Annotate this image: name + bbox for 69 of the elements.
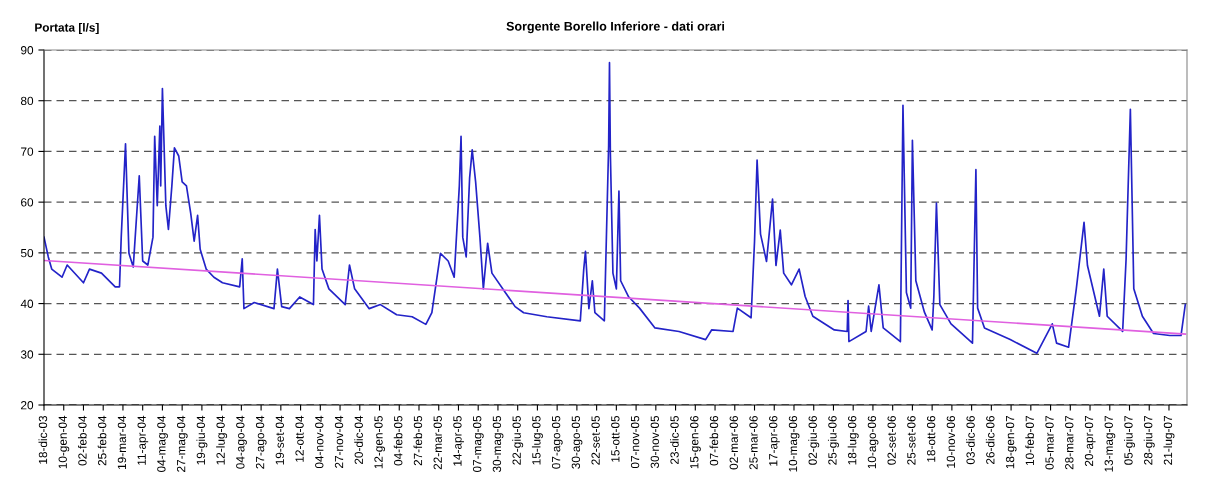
x-tick-label: 12-lug-04 [216,415,228,465]
x-tick-label: 27-nov-04 [334,415,344,468]
line-series [44,61,1187,355]
x-tick-label: 18-ott-06 [926,415,936,462]
x-tick-label: 18-dic-03 [38,415,48,464]
x-tick-label: 20-dic-04 [354,415,363,465]
x-tick-label: 26-dic-06 [985,415,995,465]
y-tick-label: 90 [21,46,34,55]
x-tick-label: 18-lug-06 [847,415,859,465]
x-tick-label: 15-ott-05 [611,415,620,462]
y-tick-label: 60 [21,198,34,207]
x-tick-label: 04-feb-05 [393,415,403,466]
x-tick-label: 04-nov-04 [315,415,324,469]
x-tick-label: 27-ago-04 [255,415,267,469]
chart-title: Sorgente Borello Inferiore - dati orari [506,21,725,34]
y-tick-label: 50 [20,248,34,258]
y-tick-label: 20 [21,401,34,410]
x-tick-label: 28-mar-07 [1065,416,1074,470]
x-tick-label: 30-mag-05 [492,415,504,473]
y-axis-title: Portata [l/s] [35,23,99,35]
x-tick-label: 12-gen-05 [374,415,386,469]
x-tick-label: 10-gen-04 [58,415,70,469]
x-tick-label: 27-feb-05 [413,415,423,466]
x-tick-label: 05-giu-07 [1124,416,1136,465]
x-tick-label: 20-apr-07 [1084,416,1096,467]
x-tick-label: 27-mag-04 [176,415,188,472]
x-tick-label: 02-giu-06 [808,415,820,465]
x-tick-label: 19-giu-04 [196,415,208,465]
x-tick-label: 19-mar-04 [117,415,127,469]
x-tick-label: 14-apr-05 [453,415,464,466]
x-tick-label: 25-giu-06 [827,415,839,465]
x-tick-label: 22-set-05 [591,415,600,465]
x-tick-label: 30-nov-05 [650,415,659,469]
x-tick-label: 13-mag-07 [1104,416,1116,472]
x-tick-label: 07-feb-06 [709,415,719,466]
y-tick-label: 30 [20,350,34,359]
x-tick-label: 25-mar-06 [749,415,758,470]
x-tick-label: 25-set-06 [907,415,916,465]
x-tick-label: 04-ago-04 [236,415,247,469]
x-tick-label: 21-lug-07 [1163,416,1175,465]
x-tick-label: 10-nov-06 [946,415,956,468]
x-tick-label: 04-mag-04 [157,415,168,473]
x-tick-label: 23-dic-05 [670,415,679,465]
x-tick-label: 07-nov-05 [630,415,640,469]
x-tick-label: 19-set-04 [275,415,285,465]
x-tick-label: 02-set-06 [887,415,896,465]
x-tick-label: 11-apr-04 [137,415,149,465]
x-tick-label: 15-gen-06 [690,415,701,469]
x-tick-label: 12-ott-04 [295,415,304,462]
x-tick-label: 30-ago-05 [571,415,583,469]
x-tick-label: 25-feb-04 [97,415,107,466]
x-tick-label: 10-feb-07 [1025,416,1034,466]
x-tick-label: 02-mar-06 [729,415,738,470]
x-tick-label: 15-lug-05 [531,415,543,465]
x-tick-label: 03-dic-06 [966,415,975,465]
x-tick-label: 10-mag-06 [788,415,800,472]
x-tick-label: 22-mar-05 [433,415,442,470]
x-tick-label: 02-feb-04 [77,415,87,466]
x-tick-label: 07-mag-05 [473,415,484,473]
x-tick-label: 17-apr-06 [769,415,780,466]
x-tick-label: 10-ago-06 [867,415,879,469]
x-tick-label: 05-mar-07 [1045,416,1054,470]
x-tick-label: 22-giu-05 [512,415,524,465]
y-tick-label: 70 [21,147,34,156]
y-tick-label: 80 [20,96,34,106]
y-tick-label: 40 [20,299,34,308]
x-tick-label: 28-giu-07 [1143,416,1155,465]
x-tick-label: 18-gen-07 [1005,416,1017,469]
x-tick-label: 07-ago-05 [551,415,563,469]
